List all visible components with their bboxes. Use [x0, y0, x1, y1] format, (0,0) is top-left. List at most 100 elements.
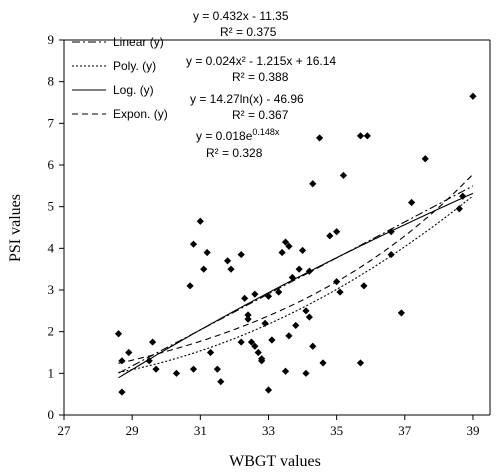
y-ticks: 0 1 2 3 4 5 6 7 8 9: [48, 32, 64, 422]
data-point: [281, 238, 290, 246]
legend-label: Linear (y): [113, 35, 164, 49]
data-point: [264, 292, 273, 300]
x-tick-label: 31: [194, 423, 207, 438]
plot-frame: [63, 39, 491, 416]
data-point: [339, 171, 348, 180]
data-point: [295, 265, 303, 273]
y-tick-label: 0: [48, 407, 55, 422]
x-tick-label: 39: [466, 423, 479, 438]
legend-label: Poly. (y): [113, 59, 156, 73]
data-point: [241, 294, 249, 302]
data-point: [387, 228, 395, 236]
data-point: [261, 319, 269, 327]
data-point: [217, 378, 225, 386]
x-tick-label: 37: [398, 423, 412, 438]
data-point: [319, 359, 327, 367]
legend-label: Log. (y): [113, 83, 154, 97]
expon-trendline: [118, 173, 474, 364]
data-point: [227, 265, 235, 273]
data-point: [149, 338, 157, 346]
data-point: [459, 192, 467, 200]
data-point: [285, 242, 293, 250]
data-point: [302, 369, 310, 377]
data-point: [281, 367, 290, 375]
y-tick-label: 3: [48, 282, 55, 297]
data-point: [145, 357, 153, 365]
data-point: [316, 134, 324, 142]
data-point: [268, 336, 276, 344]
data-point: [326, 232, 334, 240]
data-point: [251, 342, 259, 350]
data-point: [455, 205, 463, 213]
y-tick-label: 1: [48, 365, 55, 380]
linear-equation: y = 0.432x - 11.35: [193, 9, 289, 23]
expon-equation-base: y = 0.018e: [196, 129, 253, 143]
y-tick-label: 4: [48, 240, 55, 255]
expon-equation-exponent: 0.148x: [252, 127, 280, 137]
data-point: [336, 288, 344, 296]
y-tick-label: 2: [48, 324, 55, 339]
data-point: [223, 257, 232, 265]
data-point: [288, 273, 296, 282]
x-tick-label: 27: [58, 423, 72, 438]
data-point: [387, 250, 395, 259]
data-point: [397, 309, 405, 317]
x-tick-label: 29: [126, 423, 139, 438]
data-point: [152, 365, 160, 373]
expon-equation: y = 0.018e0.148x: [196, 127, 280, 143]
data-point: [309, 342, 317, 350]
y-axis-title: PSI values: [7, 194, 24, 262]
data-point: [363, 132, 371, 140]
data-point: [421, 155, 429, 163]
data-point: [333, 278, 341, 286]
x-ticks: 27 29 31 33 35 37 39: [58, 415, 479, 438]
data-point: [196, 217, 204, 225]
data-point: [360, 282, 368, 290]
data-point: [251, 290, 259, 298]
data-point: [298, 246, 307, 255]
y-tick-label: 7: [48, 115, 55, 130]
x-axis-title: WBGT values: [229, 453, 321, 470]
legend: Linear (y) Poly. (y) Log. (y) Expon. (y): [72, 35, 168, 121]
x-tick-label: 33: [262, 423, 275, 438]
expon-r2: R² = 0.328: [206, 146, 263, 160]
data-point: [118, 388, 126, 396]
y-tick-label: 8: [48, 74, 55, 89]
data-point: [189, 365, 198, 373]
log-r2: R² = 0.367: [232, 108, 289, 122]
data-point: [244, 311, 252, 319]
y-tick-label: 6: [48, 157, 55, 172]
data-point: [469, 92, 477, 100]
data-points: [114, 92, 477, 396]
data-point: [247, 338, 256, 346]
regression-equations: y = 0.432x - 11.35 R² = 0.375 y = 0.024x…: [186, 9, 336, 160]
data-point: [206, 348, 215, 357]
data-point: [285, 332, 293, 340]
data-point: [254, 348, 262, 357]
data-point: [213, 365, 221, 373]
data-point: [275, 288, 283, 296]
y-tick-label: 9: [48, 32, 55, 47]
legend-label: Expon. (y): [113, 107, 168, 121]
data-point: [186, 282, 194, 290]
data-point: [309, 180, 317, 188]
data-point: [264, 386, 273, 394]
y-tick-label: 5: [48, 199, 55, 214]
data-point: [292, 321, 300, 330]
data-point: [172, 369, 181, 377]
log-equation: y = 14.27ln(x) - 46.96: [190, 92, 304, 106]
data-point: [305, 267, 313, 275]
data-point: [278, 248, 286, 257]
trendlines: [118, 173, 474, 379]
data-point: [203, 248, 211, 257]
data-point: [305, 313, 313, 321]
linear-r2: R² = 0.375: [220, 25, 277, 39]
data-point: [237, 250, 245, 259]
poly-r2: R² = 0.388: [232, 70, 289, 84]
data-point: [118, 357, 126, 365]
data-point: [114, 330, 123, 338]
log-trendline: [118, 192, 474, 379]
data-point: [200, 265, 208, 273]
poly-trendline: [118, 195, 474, 373]
